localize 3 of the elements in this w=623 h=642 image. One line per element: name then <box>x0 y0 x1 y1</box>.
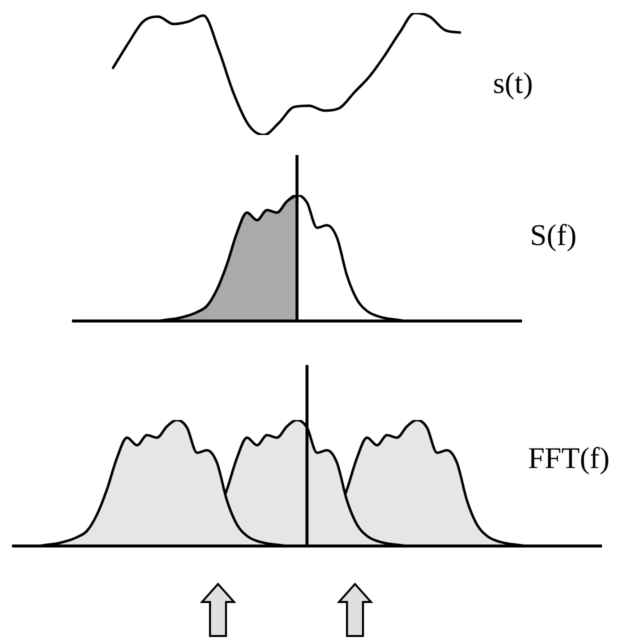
y-axis-title: FFT(f) <box>528 442 610 475</box>
y-axis-title: S(f) <box>530 218 577 252</box>
y-axis-title: s(t) <box>493 66 533 100</box>
